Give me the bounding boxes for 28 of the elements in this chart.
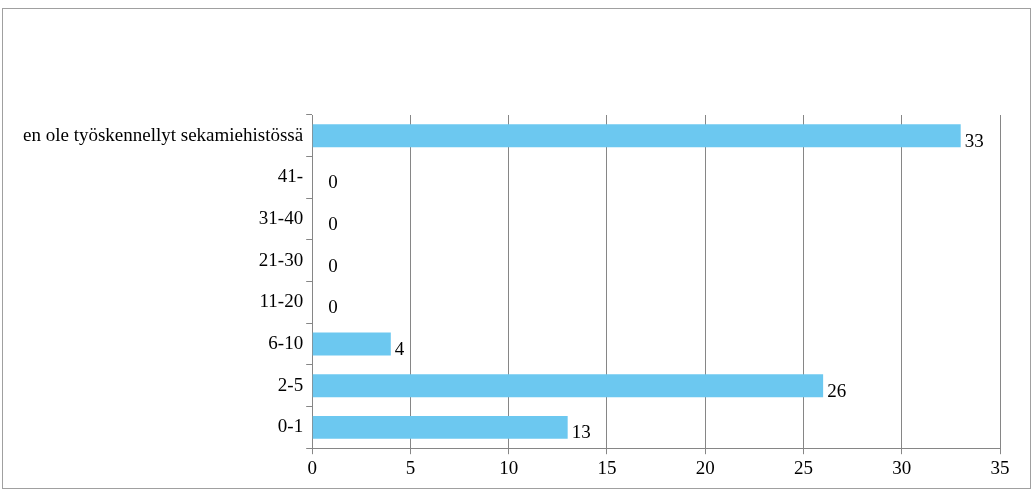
bar — [312, 374, 824, 398]
y-tick-label: 6-10 — [268, 332, 304, 354]
x-tick-label: 5 — [405, 456, 416, 478]
data-label: 0 — [328, 254, 338, 276]
bar — [312, 124, 961, 148]
x-tick-label: 35 — [990, 456, 1010, 478]
y-tick-label: 11-20 — [259, 290, 304, 312]
data-label: 26 — [827, 379, 847, 401]
data-label: 0 — [328, 171, 338, 193]
y-tick-label: en ole työskennellyt sekamiehistössä — [22, 123, 304, 145]
x-tick-label: 25 — [793, 456, 813, 478]
x-tick-label: 10 — [499, 456, 519, 478]
y-tick-label: 21-30 — [258, 248, 304, 270]
x-tick-label: 20 — [695, 456, 715, 478]
y-tick-label: 41- — [277, 165, 304, 187]
y-tick-label: 2-5 — [277, 373, 304, 395]
data-label: 0 — [328, 213, 338, 235]
data-label: 33 — [964, 129, 984, 151]
data-label: 13 — [571, 421, 591, 443]
y-tick-label: 0-1 — [277, 415, 304, 437]
bar — [312, 332, 391, 356]
data-label: 0 — [328, 296, 338, 318]
data-label: 4 — [394, 338, 405, 360]
x-tick-label: 0 — [307, 456, 317, 478]
x-tick-label: 15 — [597, 456, 617, 478]
x-tick-label: 30 — [892, 456, 912, 478]
y-tick-label: 31-40 — [258, 207, 304, 229]
bar — [312, 415, 568, 439]
